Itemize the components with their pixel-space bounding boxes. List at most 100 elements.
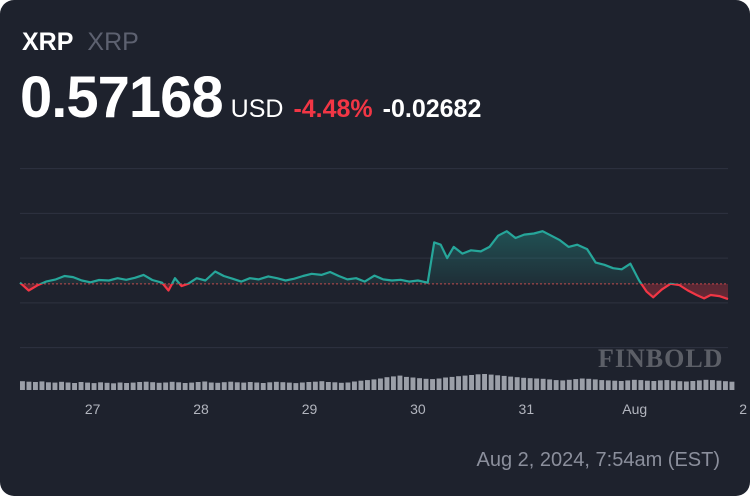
volume-bar (39, 381, 45, 390)
volume-bar (423, 378, 429, 390)
x-tick-label: 30 (410, 401, 426, 417)
volume-bar (91, 383, 97, 390)
volume-bar (338, 382, 344, 390)
x-tick-label: Aug (622, 401, 647, 417)
volume-bar (273, 381, 279, 390)
volume-bar (169, 381, 175, 390)
volume-bar (156, 382, 162, 390)
volume-bar (547, 379, 553, 390)
volume-bar (449, 376, 455, 390)
volume-bar (267, 382, 273, 390)
volume-bar (716, 380, 722, 390)
volume-bar (521, 377, 527, 390)
volume-bar (729, 381, 735, 390)
volume-bar (488, 374, 494, 390)
volume-bar (696, 380, 702, 390)
price: 0.57168 (20, 65, 224, 130)
area-fill-up (20, 231, 728, 284)
volume-bar (228, 381, 234, 390)
change-absolute: -0.02682 (382, 95, 482, 123)
volume-bar (325, 382, 331, 390)
volume-bar (378, 378, 383, 390)
volume-bar (260, 383, 266, 390)
volume-bar (404, 376, 409, 390)
volume-bar (20, 381, 25, 390)
volume-bar (384, 377, 390, 390)
x-tick-label: 2 (739, 401, 747, 417)
volume-bar (247, 382, 253, 390)
volume-bar (358, 380, 364, 390)
volume-bar (98, 382, 103, 390)
volume-bar (72, 383, 77, 390)
volume-bar (534, 378, 540, 390)
volume-bar (345, 382, 351, 390)
timestamp: Aug 2, 2024, 7:54am (EST) (476, 449, 720, 471)
volume-bar (631, 379, 637, 390)
volume-bar (352, 381, 357, 390)
volume-bar (612, 380, 618, 390)
volume-bar (117, 382, 123, 390)
volume-bar (234, 382, 240, 390)
volume-bar (391, 376, 396, 390)
volume-bar (625, 380, 631, 390)
volume-bar (33, 382, 38, 390)
volume-bar (723, 381, 728, 390)
volume-bar (651, 381, 657, 390)
volume-bar (59, 381, 64, 390)
volume-bar (462, 375, 468, 390)
volume-bar (202, 381, 208, 390)
volume-bar (566, 379, 572, 390)
volume-bar (657, 380, 663, 390)
volume-bar (638, 380, 644, 390)
volume-bar (469, 375, 474, 390)
volume-bar (553, 380, 559, 390)
currency: USD (230, 95, 284, 123)
volume-bar (195, 382, 201, 390)
volume-bar (293, 383, 299, 390)
volume-bar (332, 382, 338, 390)
volume-bar (280, 382, 286, 390)
volume-bar (456, 376, 461, 390)
volume-bar (540, 378, 546, 390)
watermark-logo: FINBOLD (598, 344, 724, 373)
change-percent: -4.48% (293, 95, 373, 123)
volume-bar (254, 382, 260, 390)
volume-bar (443, 377, 448, 390)
volume-bar (365, 380, 370, 390)
volume-bar (130, 382, 136, 390)
volume-bar (710, 380, 715, 390)
price-row: 0.57168 USD -4.48% -0.02682 (20, 64, 481, 131)
volume-bar (410, 377, 416, 390)
volume-bar (495, 375, 501, 390)
volume-bar (677, 381, 683, 390)
volume-bar (683, 381, 689, 390)
volume-bar (299, 382, 305, 390)
volume-bar (371, 379, 377, 390)
volume-bar (618, 381, 624, 390)
volume-bar (508, 376, 514, 390)
volume-bar (586, 378, 592, 390)
volume-bar (104, 382, 110, 390)
x-tick-label: 29 (302, 401, 318, 417)
volume-bar (286, 382, 292, 390)
volume-bar (52, 382, 58, 390)
volume-bar (417, 378, 422, 390)
volume-bar (579, 378, 585, 390)
volume-bar (189, 382, 195, 390)
volume-bar (85, 382, 90, 390)
x-tick-label: 31 (519, 401, 535, 417)
x-tick-label: 28 (193, 401, 209, 417)
volume-bar (501, 375, 507, 390)
symbol: XRP (22, 28, 74, 56)
price-line-down (19, 283, 729, 301)
volume-bar (137, 382, 143, 390)
area-fill-down (21, 283, 728, 300)
volume-bar (319, 381, 325, 390)
volume-bar (208, 382, 214, 390)
volume-bar (306, 382, 312, 390)
volume-bar (690, 381, 696, 390)
volume-bar (163, 382, 169, 390)
price-line-up (19, 230, 679, 284)
